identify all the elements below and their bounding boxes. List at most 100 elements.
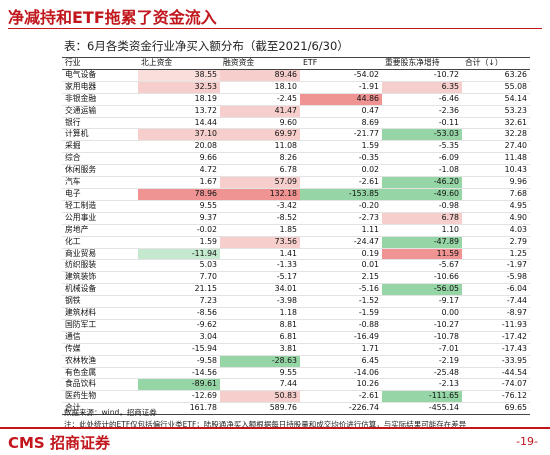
- value-cell: 2.79: [462, 236, 530, 249]
- industry-cell: 电气设备: [62, 69, 138, 82]
- value-cell: -1.59: [300, 307, 382, 320]
- industry-cell: 医药生物: [62, 390, 138, 404]
- industry-cell: 化工: [62, 236, 138, 249]
- table-row: 综合 9.66 8.26 -0.35 -6.09 11.48: [62, 152, 530, 166]
- value-cell: -21.77: [300, 128, 382, 142]
- industry-cell: 采掘: [62, 140, 138, 154]
- value-cell: -1.08: [382, 164, 462, 178]
- table-row: 建筑材料 -8.56 1.18 -1.59 0.00 -8.97: [62, 307, 530, 320]
- value-cell: 1.18: [220, 307, 300, 320]
- industry-cell: 建筑材料: [62, 307, 138, 320]
- value-cell: 18.10: [220, 81, 300, 94]
- value-cell: -226.74: [300, 402, 382, 416]
- value-cell: -17.43: [462, 343, 530, 356]
- value-cell: -2.73: [300, 212, 382, 225]
- table-row: 化工 1.59 73.56 -24.47 -47.89 2.79: [62, 236, 530, 249]
- value-cell: 69.65: [462, 402, 530, 416]
- subtitle: 表：6月各类资金行业净买入额分布（截至2021/6/30）: [64, 39, 349, 53]
- value-cell: 38.55: [138, 69, 220, 82]
- industry-cell: 银行: [62, 117, 138, 130]
- value-cell: 1.10: [382, 224, 462, 237]
- value-cell: 50.83: [220, 390, 300, 404]
- value-cell: 11.48: [462, 152, 530, 166]
- value-cell: -0.11: [382, 117, 462, 130]
- value-cell: -33.95: [462, 355, 530, 368]
- table-row: 纺织服装 5.03 -1.33 0.01 -5.67 -1.97: [62, 259, 530, 273]
- value-cell: 11.59: [382, 248, 462, 261]
- industry-cell: 商业贸易: [62, 248, 138, 261]
- value-cell: 161.78: [138, 402, 220, 416]
- value-cell: 2.15: [300, 271, 382, 285]
- value-cell: 1.67: [138, 176, 220, 189]
- value-cell: -1.97: [462, 259, 530, 273]
- value-cell: 6.78: [382, 212, 462, 225]
- industry-cell: 通信: [62, 331, 138, 344]
- value-cell: 54.14: [462, 93, 530, 106]
- value-cell: -53.03: [382, 128, 462, 142]
- value-cell: 4.95: [462, 200, 530, 213]
- value-cell: 37.10: [138, 128, 220, 142]
- table-row: 汽车 1.67 57.09 -2.61 -46.20 9.96: [62, 176, 530, 189]
- value-cell: -8.97: [462, 307, 530, 320]
- value-cell: -0.88: [300, 319, 382, 332]
- value-cell: 5.03: [138, 259, 220, 273]
- value-cell: 9.55: [138, 200, 220, 213]
- industry-cell: 汽车: [62, 176, 138, 189]
- value-cell: 8.26: [220, 152, 300, 166]
- value-cell: 1.71: [300, 343, 382, 356]
- value-cell: -1.33: [220, 259, 300, 273]
- value-cell: -5.17: [220, 271, 300, 285]
- value-cell: 34.01: [220, 283, 300, 297]
- table-row: 非银金融 18.19 -2.45 44.86 -6.46 54.14: [62, 93, 530, 106]
- value-cell: -2.19: [382, 355, 462, 368]
- value-cell: 1.25: [462, 248, 530, 261]
- value-cell: 132.18: [220, 188, 300, 201]
- value-cell: 55.08: [462, 81, 530, 94]
- value-cell: -56.05: [382, 283, 462, 297]
- industry-cell: 非银金融: [62, 93, 138, 106]
- value-cell: -10.78: [382, 331, 462, 344]
- value-cell: 89.46: [220, 69, 300, 82]
- table-row: 建筑装饰 7.70 -5.17 2.15 -10.66 -5.98: [62, 271, 530, 285]
- value-cell: 20.08: [138, 140, 220, 154]
- value-cell: 73.56: [220, 236, 300, 249]
- table-row: 公用事业 9.37 -8.52 -2.73 6.78 4.90: [62, 212, 530, 225]
- value-cell: 41.47: [220, 105, 300, 118]
- value-cell: 9.66: [138, 152, 220, 166]
- footer-bar: CMS 招商证券 -19-: [0, 427, 550, 455]
- value-cell: 7.23: [138, 295, 220, 309]
- value-cell: 1.41: [220, 248, 300, 261]
- column-header: 重要股东净增持: [382, 57, 462, 70]
- value-cell: -54.02: [300, 69, 382, 82]
- value-cell: 4.90: [462, 212, 530, 225]
- column-header: ETF: [300, 57, 382, 70]
- column-header: 行业: [62, 57, 138, 70]
- value-cell: -14.56: [138, 367, 220, 380]
- table-row: 食品饮料 -89.61 7.44 10.26 -2.13 -74.07: [62, 378, 530, 392]
- value-cell: -28.63: [220, 355, 300, 368]
- value-cell: -47.89: [382, 236, 462, 249]
- value-cell: -44.54: [462, 367, 530, 380]
- table-row: 有色金属 -14.56 9.55 -14.06 -25.48 -44.54: [62, 367, 530, 380]
- title-rule: [8, 28, 542, 29]
- table-row: 休闲服务 4.72 6.78 0.02 -1.08 10.43: [62, 164, 530, 178]
- value-cell: -2.13: [382, 378, 462, 392]
- table-row: 机械设备 21.15 34.01 -5.16 -56.05 -6.04: [62, 283, 530, 297]
- value-cell: -6.04: [462, 283, 530, 297]
- value-cell: 7.68: [462, 188, 530, 201]
- industry-cell: 合计: [62, 402, 138, 416]
- value-cell: 7.44: [220, 378, 300, 392]
- title: 净减持和ETF拖累了资金流入: [8, 8, 217, 27]
- value-cell: 9.37: [138, 212, 220, 225]
- value-cell: 0.02: [300, 164, 382, 178]
- value-cell: 8.69: [300, 117, 382, 130]
- industry-cell: 公用事业: [62, 212, 138, 225]
- value-cell: -14.06: [300, 367, 382, 380]
- value-cell: 7.70: [138, 271, 220, 285]
- industry-cell: 纺织服装: [62, 259, 138, 273]
- industry-cell: 房地产: [62, 224, 138, 237]
- value-cell: -3.98: [220, 295, 300, 309]
- value-cell: 6.45: [300, 355, 382, 368]
- industry-cell: 国防军工: [62, 319, 138, 332]
- industry-cell: 家用电器: [62, 81, 138, 94]
